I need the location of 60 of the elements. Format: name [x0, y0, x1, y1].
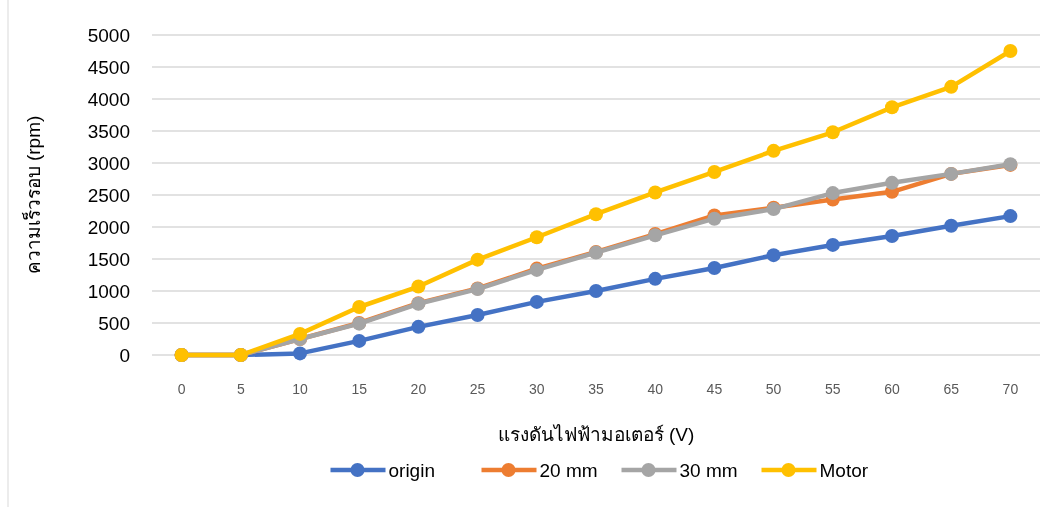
point: [589, 284, 603, 298]
point: [766, 248, 781, 263]
point: [411, 279, 426, 294]
y-tick-label: 4500: [87, 57, 130, 78]
point: [885, 175, 899, 190]
x-tick-label: 30: [529, 381, 545, 397]
point: [411, 319, 426, 334]
x-axis-title: แรงดันไฟฟ้ามอเตอร์ (V): [497, 424, 695, 445]
point: [825, 186, 840, 201]
x-tick-label: 60: [884, 381, 900, 397]
point: [707, 260, 722, 275]
x-tick-label: 5: [236, 381, 245, 397]
point: [885, 100, 899, 115]
y-tick-label: 3000: [87, 153, 130, 174]
point: [529, 230, 544, 245]
y-tick-label: 3500: [87, 121, 130, 142]
point: [529, 294, 544, 309]
point: [352, 333, 367, 348]
x-tick-label: 40: [647, 381, 664, 397]
point: [470, 252, 485, 267]
point: [589, 207, 603, 222]
point: [766, 143, 781, 158]
y-tick-label: 1500: [87, 249, 130, 270]
x-tick-label: 0: [177, 381, 186, 397]
y-tick-label: 500: [98, 313, 130, 334]
point: [825, 237, 840, 252]
point: [293, 326, 307, 341]
x-tick-label: 15: [351, 381, 368, 397]
point: [825, 125, 840, 140]
point: [885, 228, 899, 243]
point: [648, 271, 663, 286]
point: [293, 346, 307, 361]
x-tick-label: 20: [410, 381, 427, 397]
legend-label: origin: [388, 460, 435, 481]
x-tick-label: 10: [292, 381, 308, 397]
y-tick-label: 2500: [87, 185, 130, 206]
point: [944, 79, 959, 94]
legend-label: Motor: [819, 460, 869, 481]
x-tick-label: 35: [588, 381, 604, 397]
y-tick-label: 0: [119, 345, 130, 366]
point: [470, 308, 485, 322]
x-tick-label: 55: [825, 381, 841, 397]
point: [1003, 44, 1018, 58]
legend-label: 20 mm: [539, 460, 598, 481]
y-tick-label: 5000: [87, 25, 130, 46]
x-tick-label: 70: [1002, 381, 1019, 397]
point: [707, 164, 722, 179]
point: [944, 218, 959, 233]
y-tick-label: 4000: [87, 89, 130, 110]
y-axis-title: ความเร็วรอบ (rpm): [21, 115, 44, 275]
point: [1003, 209, 1018, 224]
point: [352, 300, 367, 314]
x-tick-label: 45: [706, 381, 723, 397]
x-tick-label: 65: [943, 381, 960, 397]
y-tick-label: 1000: [87, 281, 130, 302]
y-tick-label: 2000: [87, 217, 130, 238]
x-tick-label: 50: [765, 381, 782, 397]
legend-label: 30 mm: [679, 460, 738, 481]
x-tick-label: 25: [469, 381, 486, 397]
point: [648, 185, 663, 200]
